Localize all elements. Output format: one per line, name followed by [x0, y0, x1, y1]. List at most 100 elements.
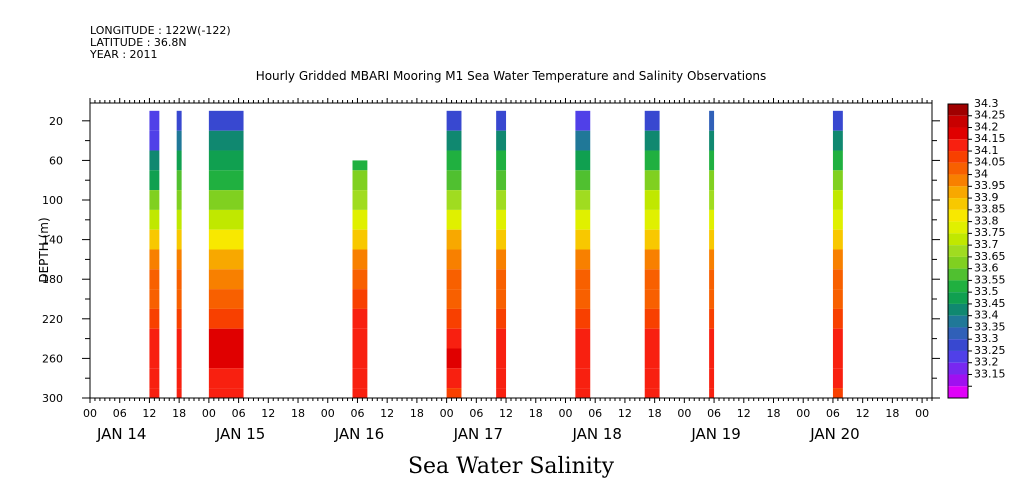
- colorbar-label: 33.75: [974, 226, 1006, 239]
- data-cell: [832, 289, 843, 309]
- data-cell: [496, 190, 507, 210]
- data-cell: [575, 110, 591, 131]
- date-label: JAN 18: [571, 425, 622, 443]
- data-cell: [575, 209, 591, 230]
- data-cell: [176, 170, 182, 191]
- data-cell: [176, 110, 182, 131]
- data-cell: [176, 130, 182, 151]
- colorbar-swatch: [948, 268, 968, 281]
- colorbar-label: 33.4: [974, 309, 999, 322]
- colorbar-label: 33.8: [974, 214, 999, 227]
- data-cell: [644, 150, 660, 171]
- colorbar-swatch: [948, 386, 968, 398]
- colorbar-swatch: [948, 292, 968, 304]
- year-label: YEAR : 2011: [90, 48, 158, 61]
- colorbar-swatch: [948, 209, 968, 222]
- colorbar-swatch: [948, 374, 968, 387]
- colorbar-label: 33.85: [974, 203, 1006, 216]
- data-cell: [446, 249, 462, 270]
- data-cell: [446, 388, 462, 398]
- data-cell: [352, 269, 368, 290]
- data-cell: [176, 190, 182, 210]
- data-cell: [832, 368, 843, 389]
- chart-title: Hourly Gridded MBARI Mooring M1 Sea Wate…: [255, 69, 767, 83]
- x-tick-label: 12: [261, 407, 275, 420]
- data-cell: [644, 130, 660, 151]
- colorbar-swatch: [948, 162, 968, 175]
- data-cell: [176, 308, 182, 329]
- data-cell: [575, 388, 591, 398]
- y-tick-label: 140: [42, 234, 63, 247]
- data-cell: [352, 229, 368, 250]
- y-tick-label: 180: [42, 273, 63, 286]
- data-cell: [709, 289, 715, 309]
- data-cell: [446, 269, 462, 290]
- colorbar-label: 33.35: [974, 320, 1006, 333]
- data-cell: [352, 348, 368, 369]
- data-cell: [176, 269, 182, 290]
- y-tick-label: 260: [42, 352, 63, 365]
- x-tick-label: 12: [618, 407, 632, 420]
- data-cell: [149, 249, 160, 270]
- data-cell: [352, 289, 368, 309]
- data-cell: [352, 170, 368, 191]
- data-cell: [832, 110, 843, 131]
- y-tick-label: 20: [49, 115, 63, 128]
- data-cell: [446, 308, 462, 329]
- data-cell: [446, 170, 462, 191]
- data-cell: [496, 388, 507, 398]
- data-cell: [446, 190, 462, 210]
- data-cell: [352, 368, 368, 389]
- x-tick-label: 06: [826, 407, 840, 420]
- data-cell: [208, 388, 244, 398]
- data-cell: [644, 289, 660, 309]
- data-cell: [149, 110, 160, 131]
- data-cell: [644, 229, 660, 250]
- x-tick-label: 06: [232, 407, 246, 420]
- colorbar-swatch: [948, 233, 968, 246]
- colorbar-swatch: [948, 245, 968, 257]
- data-cell: [575, 249, 591, 270]
- data-cell: [208, 190, 244, 210]
- data-cell: [575, 308, 591, 329]
- data-cell: [496, 308, 507, 329]
- data-cell: [832, 130, 843, 151]
- data-cell: [446, 348, 462, 369]
- data-cell: [149, 130, 160, 151]
- data-cell: [149, 269, 160, 290]
- data-cell: [176, 348, 182, 369]
- x-tick-label: 18: [291, 407, 305, 420]
- data-cell: [176, 209, 182, 230]
- data-cell: [352, 160, 368, 171]
- date-label: JAN 17: [453, 425, 504, 443]
- data-cell: [709, 368, 715, 389]
- data-cell: [832, 348, 843, 369]
- colorbar-label: 33.15: [974, 367, 1006, 380]
- data-cell: [208, 170, 244, 191]
- data-cell: [149, 209, 160, 230]
- date-label: JAN 19: [690, 425, 741, 443]
- data-cell: [832, 328, 843, 349]
- data-cell: [709, 269, 715, 290]
- data-cell: [709, 388, 715, 398]
- data-cell: [832, 170, 843, 191]
- data-cell: [176, 368, 182, 389]
- data-cell: [446, 328, 462, 349]
- colorbar-swatch: [948, 174, 968, 187]
- data-cell: [644, 110, 660, 131]
- x-tick-label: 00: [915, 407, 929, 420]
- data-cell: [496, 368, 507, 389]
- colorbar-label: 33.9: [974, 191, 999, 204]
- colorbar-label: 34.05: [974, 156, 1006, 169]
- data-cell: [496, 130, 507, 151]
- colorbar-label: 33.55: [974, 273, 1006, 286]
- colorbar-swatch: [948, 198, 968, 210]
- data-cell: [709, 130, 715, 151]
- data-cell: [832, 249, 843, 270]
- data-cell: [352, 308, 368, 329]
- data-cell: [575, 150, 591, 171]
- data-cell: [644, 249, 660, 270]
- data-cell: [176, 229, 182, 250]
- data-cell: [709, 170, 715, 191]
